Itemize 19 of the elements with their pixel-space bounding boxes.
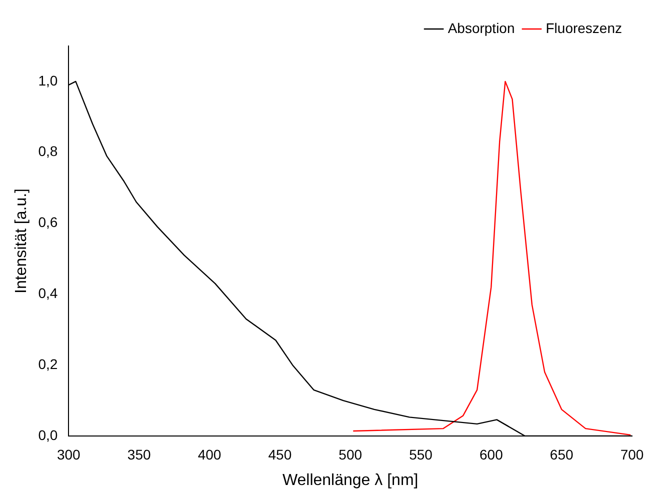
x-tick-label: 450 <box>268 446 292 462</box>
x-tick-label: 700 <box>620 446 644 462</box>
x-tick-label: 600 <box>479 446 504 462</box>
x-tick-label: 300 <box>56 446 81 462</box>
y-tick-label: 0,4 <box>38 285 58 302</box>
x-axis-title: Wellenlänge λ [nm] <box>282 472 418 489</box>
y-tick-label: 0,8 <box>38 143 58 160</box>
y-tick-label: 0,0 <box>38 426 58 443</box>
legend-label: Fluoreszenz <box>546 20 622 36</box>
x-tick-label: 650 <box>550 446 574 462</box>
x-tick-label: 350 <box>127 446 151 462</box>
y-tick-label: 0,6 <box>38 214 58 230</box>
y-tick-label: 0,2 <box>38 356 58 372</box>
y-axis-title: Intensität [a.u.] <box>13 188 30 294</box>
x-tick-label: 400 <box>198 446 222 462</box>
x-tick-label: 550 <box>409 446 433 462</box>
x-tick-label: 500 <box>338 446 362 462</box>
legend-label: Absorption <box>448 20 515 36</box>
y-tick-label: 1,0 <box>38 72 58 88</box>
